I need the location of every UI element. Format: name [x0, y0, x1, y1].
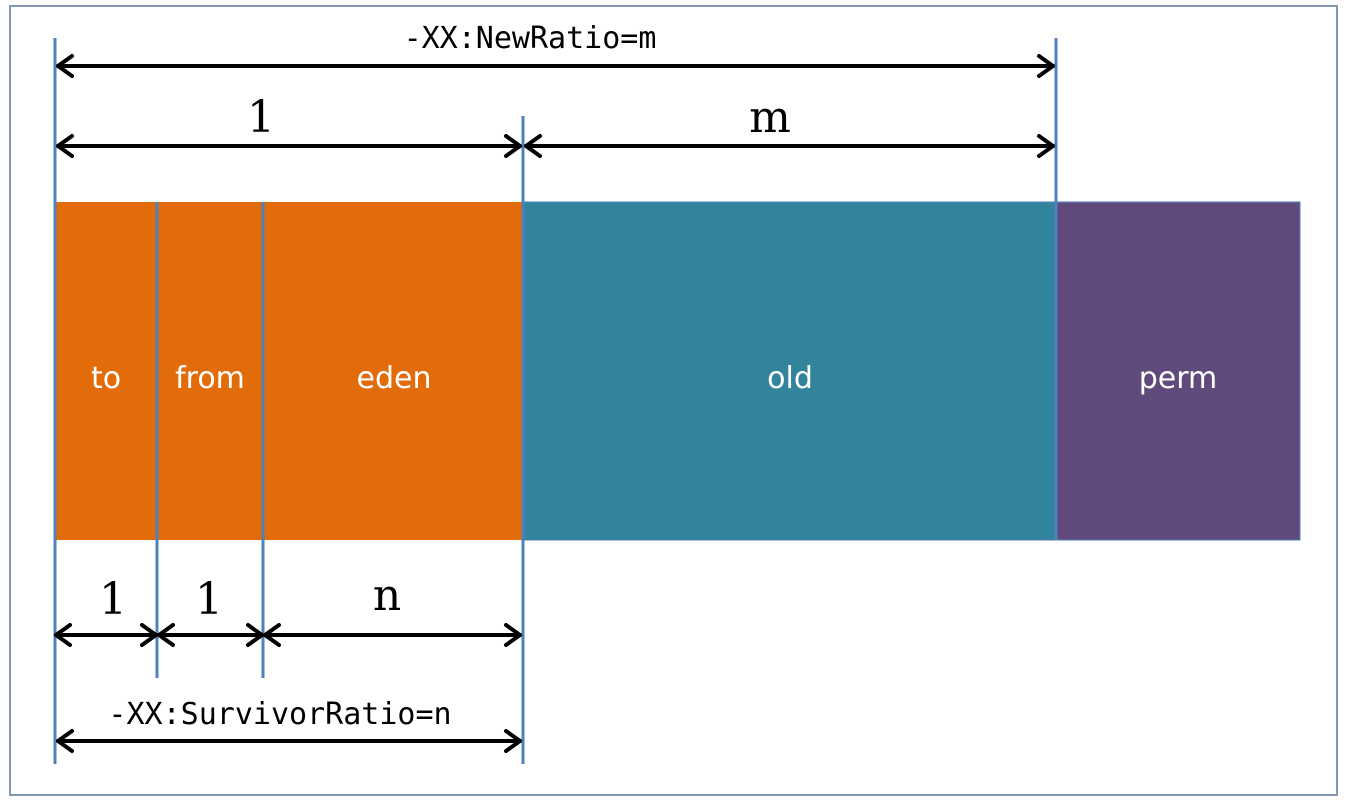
to-ratio-label: 1: [99, 574, 127, 625]
old-gen-arrow: [524, 134, 1055, 158]
young-gen-arrow: [56, 134, 522, 158]
from-ratio-label: 1: [195, 574, 223, 625]
old-ratio-label: m: [749, 92, 791, 143]
to-space-label: to: [91, 361, 121, 396]
flag-labels: -XX:NewRatio=m -XX:SurvivorRatio=n: [108, 21, 656, 732]
from-space-arrow: [157, 623, 264, 647]
perm-gen-label: perm: [1139, 361, 1218, 396]
divider-lines: [53, 38, 1058, 764]
new-ratio-arrow: [56, 54, 1055, 78]
old-gen-label: old: [767, 361, 813, 396]
diagram-frame: [9, 5, 1338, 796]
heap-bar: [55, 201, 1301, 541]
eden-space-arrow: [263, 623, 522, 647]
new-ratio-flag: -XX:NewRatio=m: [404, 21, 657, 56]
old-gen-block: [523, 202, 1056, 540]
perm-gen-block: [1055, 201, 1301, 541]
survivor-ratio-flag: -XX:SurvivorRatio=n: [108, 697, 451, 732]
from-space-label: from: [175, 361, 245, 396]
survivor-ratio-arrow: [56, 729, 522, 753]
young-ratio-label: 1: [247, 92, 275, 143]
young-gen-block: [55, 202, 523, 540]
eden-ratio-label: n: [373, 570, 401, 621]
ratio-labels: 1 m 1 1 n: [99, 92, 791, 625]
dimension-arrows: [54, 54, 1055, 753]
to-space-arrow: [54, 623, 158, 647]
segment-labels: to from eden old perm: [91, 361, 1217, 396]
eden-space-label: eden: [357, 361, 432, 396]
